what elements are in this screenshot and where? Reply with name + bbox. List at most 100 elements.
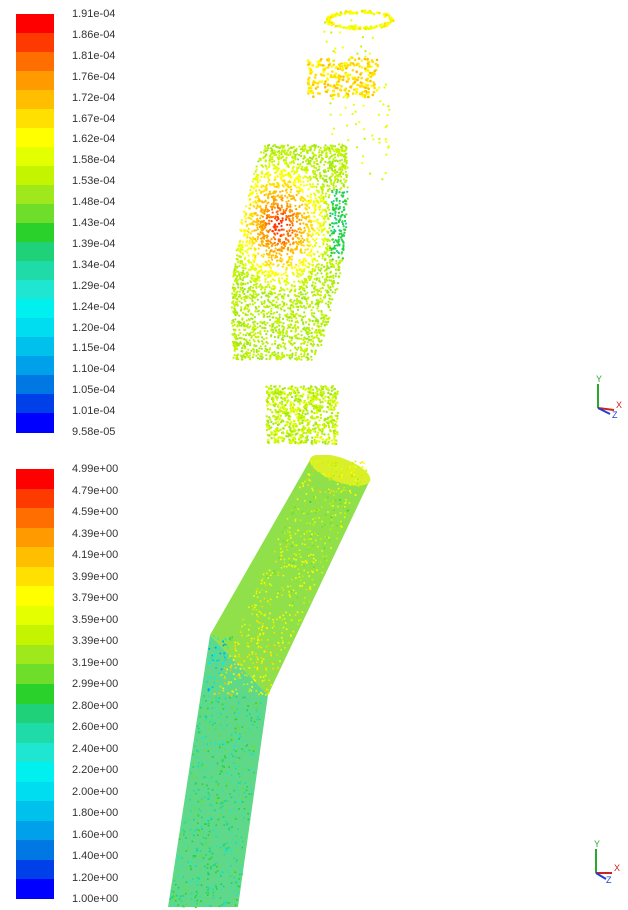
legend-tick-label: 3.39e+00 (72, 635, 119, 647)
legend-tick-label: 1.80e+00 (72, 807, 119, 819)
legend-tick-label: 1.67e-04 (72, 112, 116, 125)
legend-swatch (16, 299, 54, 319)
legend-tick-label: 3.59e+00 (72, 613, 119, 626)
legend-swatch (16, 128, 54, 148)
pipe-surface (168, 455, 371, 909)
legend-swatch (16, 801, 54, 822)
legend-swatch (16, 547, 54, 568)
top-triad-z-axis (597, 407, 611, 415)
legend-tick-label: 1.81e-04 (72, 49, 116, 62)
bottom-contour-panel: 4.99e+00 4.79e+00 4.59e+00 4.39e+00 4.19e+00… (0, 455, 628, 910)
legend-swatch (16, 820, 54, 841)
legend-swatch (16, 586, 54, 607)
legend-tick-label: 1.20e+00 (72, 871, 119, 884)
legend-swatch (16, 859, 54, 880)
legend-tick-label: 4.39e+00 (72, 527, 119, 540)
bottom-triad-z-axis (595, 872, 607, 880)
legend-tick-label: 2.60e+00 (72, 721, 119, 733)
legend-swatch (16, 280, 54, 300)
legend-swatch (16, 413, 54, 433)
bottom-triad-x-label: X (614, 863, 620, 873)
legend-swatch (16, 742, 54, 763)
top-triad-x-label: X (616, 400, 622, 410)
legend-tick-label: 1.00e+00 (72, 893, 119, 905)
legend-swatch (16, 375, 54, 395)
legend-tick-label: 1.58e-04 (72, 154, 116, 167)
legend-swatch (16, 261, 54, 281)
legend-tick-label: 2.00e+00 (72, 785, 119, 798)
legend-swatch (16, 840, 54, 861)
legend-tick-label: 9.58e-05 (72, 426, 116, 438)
legend-tick-label: 1.10e-04 (72, 363, 116, 376)
legend-tick-label: 3.99e+00 (72, 570, 119, 583)
legend-tick-label: 4.19e+00 (72, 549, 119, 561)
legend-tick-label: 4.59e+00 (72, 506, 119, 518)
top-particle-rendering (230, 9, 395, 446)
legend-swatch (16, 90, 54, 110)
legend-tick-label: 3.19e+00 (72, 656, 119, 669)
legend-tick-label: 1.29e-04 (72, 279, 116, 292)
legend-tick-label: 2.80e+00 (72, 699, 119, 712)
legend-swatch (16, 684, 54, 705)
legend-swatch (16, 625, 54, 646)
legend-swatch (16, 223, 54, 243)
legend-swatch (16, 356, 54, 376)
bottom-triad-z-label: Z (606, 875, 612, 883)
legend-swatch (16, 703, 54, 724)
legend-tick-label: 1.62e-04 (72, 133, 116, 146)
legend-tick-label: 1.05e-04 (72, 384, 116, 397)
legend-tick-label: 1.20e-04 (72, 321, 116, 334)
legend-swatch (16, 166, 54, 186)
legend-swatch (16, 33, 54, 53)
legend-tick-label: 1.39e-04 (72, 237, 116, 250)
legend-tick-label: 1.91e-04 (72, 8, 116, 20)
legend-swatch (16, 527, 54, 548)
legend-swatch (16, 337, 54, 357)
legend-tick-label: 4.79e+00 (72, 484, 119, 497)
bottom-color-legend: 4.99e+00 4.79e+00 4.59e+00 4.39e+00 4.19e+00… (16, 463, 126, 905)
legend-tick-label: 3.79e+00 (72, 592, 119, 604)
legend-swatch (16, 71, 54, 91)
legend-tick-label: 1.60e+00 (72, 828, 119, 841)
legend-swatch (16, 52, 54, 72)
legend-swatch (16, 469, 54, 490)
legend-swatch (16, 242, 54, 262)
legend-swatch (16, 147, 54, 167)
legend-swatch (16, 14, 54, 34)
legend-tick-label: 1.53e-04 (72, 175, 116, 188)
legend-tick-label: 1.76e-04 (72, 70, 116, 83)
legend-tick-label: 1.15e-04 (72, 342, 116, 355)
particle-cloud (230, 9, 395, 446)
legend-swatch (16, 204, 54, 224)
top-axis-triad: Y X Z (596, 374, 622, 418)
legend-tick-label: 2.20e+00 (72, 764, 119, 776)
legend-swatch (16, 508, 54, 529)
legend-tick-label: 1.72e-04 (72, 91, 116, 104)
legend-swatch (16, 762, 54, 783)
legend-tick-label: 1.24e-04 (72, 300, 116, 313)
legend-tick-label: 2.99e+00 (72, 678, 119, 690)
legend-tick-label: 1.40e+00 (72, 850, 119, 862)
legend-tick-label: 2.40e+00 (72, 742, 119, 755)
legend-tick-label: 1.34e-04 (72, 258, 116, 271)
legend-tick-label: 1.01e-04 (72, 405, 116, 418)
bottom-axis-triad: Y X Z (594, 839, 620, 883)
legend-swatch (16, 664, 54, 685)
legend-tick-label: 4.99e+00 (72, 463, 119, 475)
bottom-triad-y-label: Y (594, 839, 600, 849)
legend-swatch (16, 644, 54, 665)
top-color-legend: 1.91e-04 1.86e-04 1.81e-04 1.76e-04 1.72e-04… (16, 8, 126, 438)
legend-swatch (16, 879, 54, 900)
legend-swatch (16, 488, 54, 509)
top-triad-y-label: Y (596, 374, 602, 384)
legend-tick-label: 1.86e-04 (72, 28, 116, 41)
top-contour-panel: 1.91e-04 1.86e-04 1.81e-04 1.76e-04 1.72e-04… (16, 8, 622, 446)
legend-swatch (16, 566, 54, 587)
legend-swatch (16, 394, 54, 414)
top-triad-z-label: Z (612, 410, 618, 418)
legend-swatch (16, 185, 54, 205)
bottom-pipe-rendering (168, 455, 371, 909)
legend-swatch (16, 109, 54, 129)
legend-swatch (16, 318, 54, 338)
legend-tick-label: 1.48e-04 (72, 196, 116, 209)
